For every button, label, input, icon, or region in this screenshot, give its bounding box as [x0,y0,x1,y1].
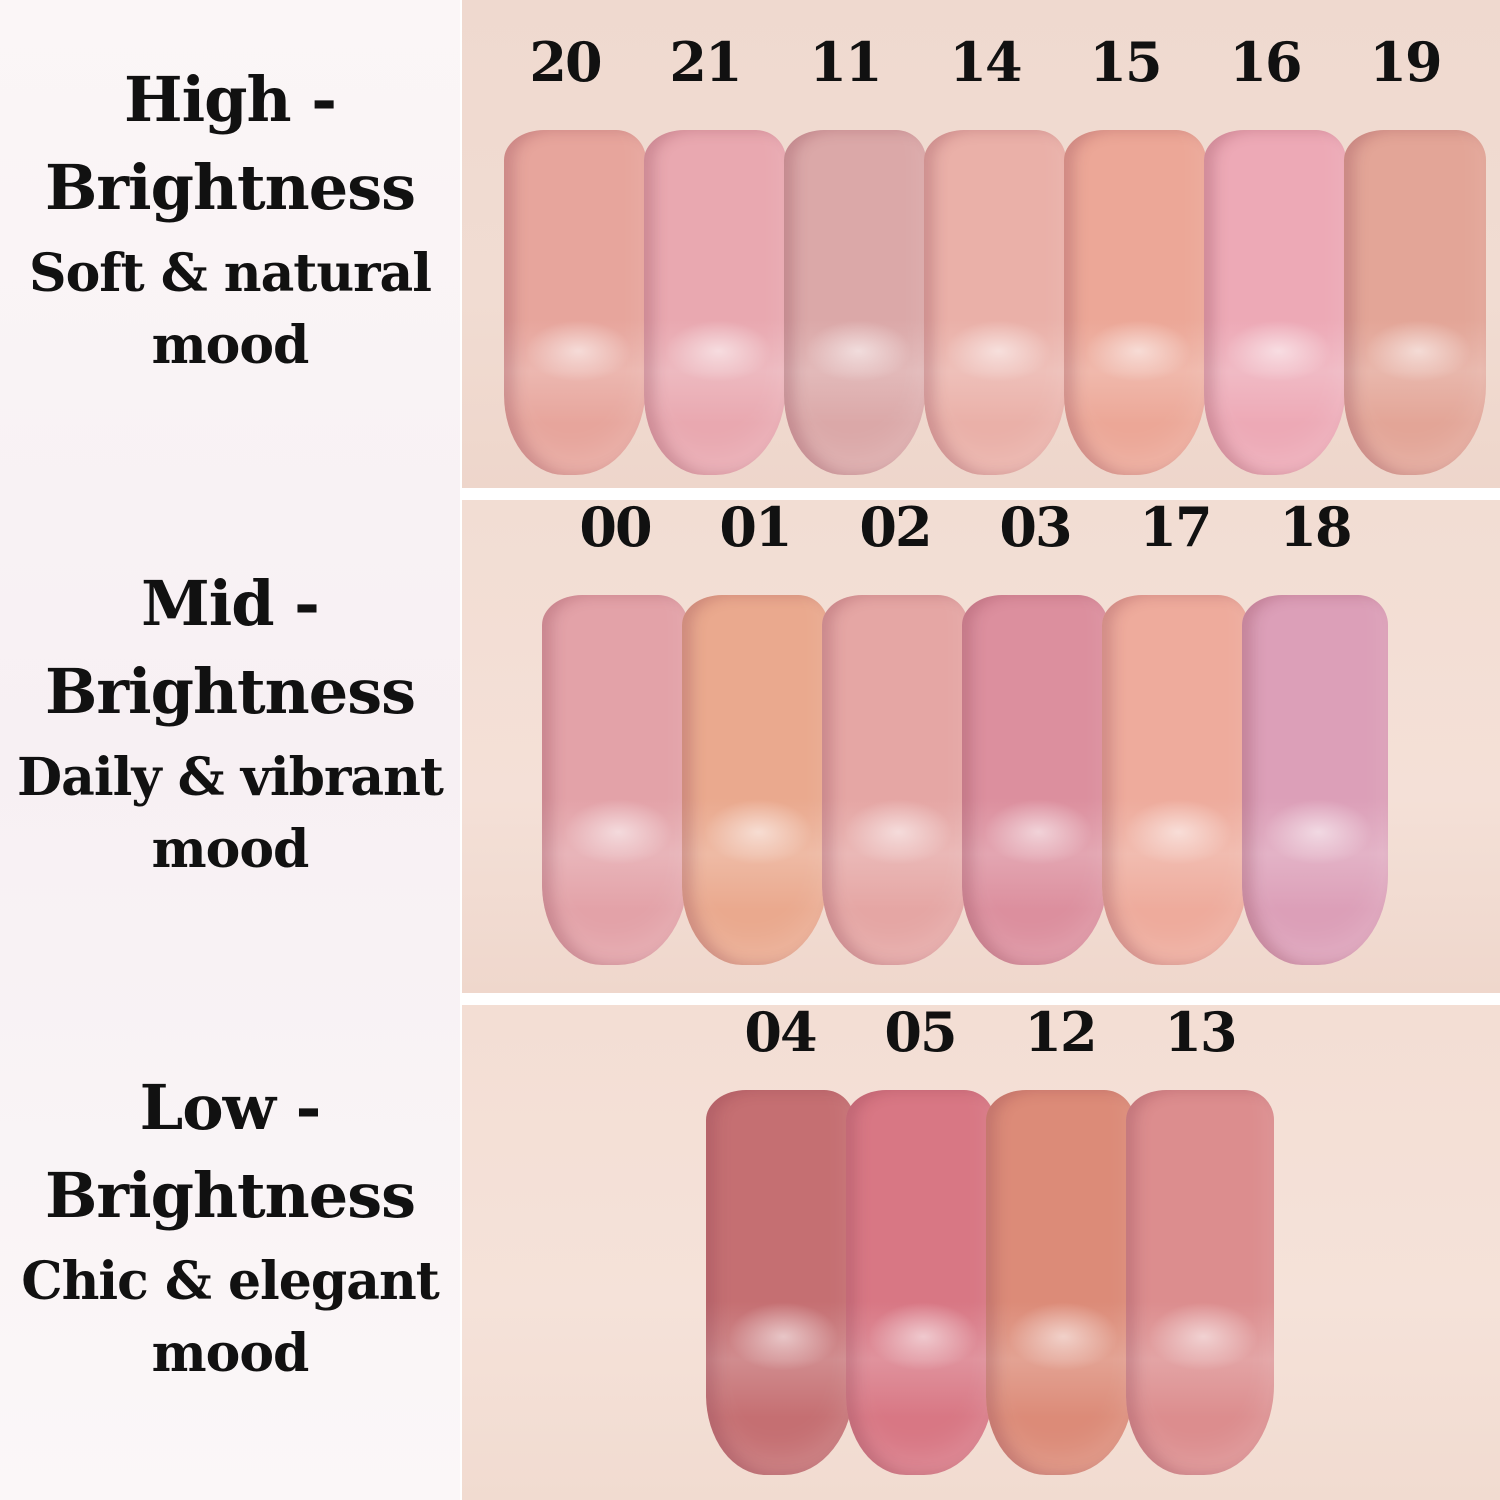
swatch-21 [644,130,786,475]
group-title: High - [124,63,337,136]
swatch-00 [542,595,688,965]
swatch-15 [1064,130,1206,475]
shade-number: 17 [1139,500,1212,559]
shade-number: 04 [744,1005,817,1064]
group-title: Mid - [141,567,320,640]
swatch-panel-mid: 00 01 02 03 17 18 [462,500,1500,993]
shade-number: 18 [1279,500,1352,559]
shade-number: 03 [999,500,1072,559]
group-subtitle: Soft & natural [29,243,432,304]
shade-number: 21 [669,30,742,94]
swatch-20 [504,130,646,475]
shade-number: 05 [884,1005,957,1064]
swatch-05 [846,1090,994,1475]
shade-number: 11 [809,30,882,94]
swatch-03 [962,595,1108,965]
shade-number: 00 [579,500,652,559]
swatch-panel-high: 20 21 11 14 15 16 19 [462,0,1500,488]
swatch-12 [986,1090,1134,1475]
group-title: Low - [139,1071,322,1144]
shade-number: 13 [1164,1005,1237,1064]
shade-number: 19 [1369,30,1442,94]
swatch-16 [1204,130,1346,475]
swatch-13 [1126,1090,1274,1475]
shade-number: 02 [859,500,932,559]
shade-number: 12 [1024,1005,1097,1064]
shade-number: 20 [529,30,602,94]
swatch-02 [822,595,968,965]
swatch-19 [1344,130,1486,475]
swatch-panel-low: 04 05 12 13 [462,1005,1500,1500]
group-subtitle: mood [151,819,310,880]
group-subtitle: Daily & vibrant [17,747,444,808]
swatch-17 [1102,595,1248,965]
shade-number: 15 [1089,30,1162,94]
group-title: Brightness [44,1159,416,1232]
group-title: Brightness [44,655,416,728]
group-subtitle: mood [151,1323,310,1384]
swatch-11 [784,130,926,475]
label-column: High - Brightness Soft & natural mood Mi… [0,0,460,1500]
group-mid-label: Mid - Brightness Daily & vibrant mood [0,560,460,886]
shade-number: 14 [949,30,1022,94]
swatch-14 [924,130,1066,475]
group-subtitle: Chic & elegant [21,1251,440,1312]
shade-number: 16 [1229,30,1302,94]
swatch-18 [1242,595,1388,965]
swatch-04 [706,1090,854,1475]
group-high-label: High - Brightness Soft & natural mood [0,56,460,382]
group-title: Brightness [44,151,416,224]
shade-number: 01 [719,500,792,559]
swatch-01 [682,595,828,965]
group-subtitle: mood [151,315,310,376]
group-low-label: Low - Brightness Chic & elegant mood [0,1064,460,1390]
